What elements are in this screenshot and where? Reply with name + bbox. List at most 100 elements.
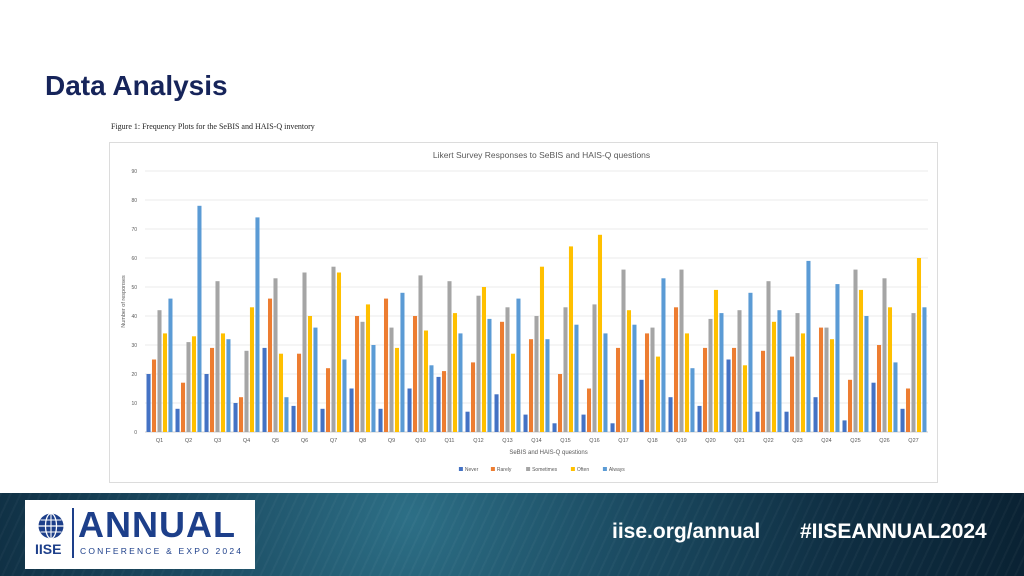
bar-often-q8 xyxy=(365,304,371,432)
x-tick-label: Q16 xyxy=(589,438,599,444)
logo-subtitle: CONFERENCE & EXPO 2024 xyxy=(80,546,244,556)
y-tick-label: 0 xyxy=(134,430,137,436)
x-tick-label: Q26 xyxy=(879,438,889,444)
bar-rarely-q14 xyxy=(528,339,534,432)
bar-sometimes-q12 xyxy=(476,295,481,432)
bar-always-q20 xyxy=(719,313,724,432)
bar-always-q12 xyxy=(487,318,492,432)
bar-always-q4 xyxy=(255,217,260,432)
bar-often-q17 xyxy=(626,310,632,432)
bar-sometimes-q3 xyxy=(215,281,220,432)
chart-frame: Likert Survey Responses to SeBIS and HAI… xyxy=(109,142,938,483)
bar-often-q26 xyxy=(887,307,893,432)
bar-often-q3 xyxy=(220,333,226,432)
x-tick-label: Q20 xyxy=(705,438,715,444)
bar-rarely-q4 xyxy=(238,397,244,432)
bar-never-q15 xyxy=(552,423,557,432)
footer-url-link[interactable]: iise.org/annual xyxy=(612,520,761,543)
bar-always-q22 xyxy=(777,310,782,432)
y-tick-label: 80 xyxy=(131,198,137,204)
bar-rarely-q8 xyxy=(354,316,360,432)
bar-often-q20 xyxy=(713,289,719,432)
bar-always-q3 xyxy=(226,339,231,432)
bar-sometimes-q10 xyxy=(418,275,423,432)
bar-always-q13 xyxy=(516,298,521,432)
bar-sometimes-q16 xyxy=(592,304,597,432)
x-tick-label: Q19 xyxy=(676,438,686,444)
bar-often-q24 xyxy=(829,339,835,432)
bar-never-q19 xyxy=(668,397,673,432)
bar-always-q9 xyxy=(400,292,405,432)
bar-never-q13 xyxy=(494,394,499,432)
bar-always-q14 xyxy=(545,339,550,432)
bar-never-q6 xyxy=(291,405,296,432)
legend-swatch-sometimes xyxy=(526,467,531,471)
bar-often-q10 xyxy=(423,330,429,432)
bar-always-q2 xyxy=(197,205,202,432)
x-tick-label: Q10 xyxy=(415,438,425,444)
bar-rarely-q7 xyxy=(325,368,331,432)
bar-sometimes-q9 xyxy=(389,327,394,432)
bar-sometimes-q25 xyxy=(853,269,858,432)
x-tick-label: Q6 xyxy=(301,438,308,444)
bar-never-q9 xyxy=(378,408,383,432)
globe-icon xyxy=(38,512,64,540)
x-tick-label: Q13 xyxy=(502,438,512,444)
bar-never-q26 xyxy=(871,382,876,432)
bar-never-q8 xyxy=(349,388,354,432)
bar-often-q21 xyxy=(742,365,748,432)
x-tick-label: Q1 xyxy=(156,438,163,444)
conference-logo xyxy=(25,500,255,569)
bar-often-q13 xyxy=(510,353,516,432)
bar-rarely-q3 xyxy=(209,347,215,432)
x-tick-label: Q8 xyxy=(359,438,366,444)
bar-rarely-q20 xyxy=(702,347,708,432)
bar-sometimes-q26 xyxy=(882,278,887,432)
bar-sometimes-q15 xyxy=(563,307,568,432)
bar-never-q5 xyxy=(262,347,267,432)
y-tick-label: 90 xyxy=(131,169,137,175)
bar-always-q1 xyxy=(168,298,173,432)
bar-sometimes-q6 xyxy=(302,272,307,432)
bar-often-q9 xyxy=(394,347,400,432)
bar-always-q18 xyxy=(661,278,666,432)
bar-always-q11 xyxy=(458,333,463,432)
bar-sometimes-q24 xyxy=(824,327,829,432)
bar-never-q22 xyxy=(755,411,760,432)
legend-swatch-never xyxy=(458,467,463,471)
bar-rarely-q5 xyxy=(267,298,273,432)
bar-rarely-q2 xyxy=(180,382,186,432)
bar-often-q18 xyxy=(655,356,661,432)
x-tick-label: Q9 xyxy=(388,438,395,444)
bar-never-q18 xyxy=(639,379,644,432)
legend-swatch-often xyxy=(570,467,575,471)
bar-never-q17 xyxy=(610,423,615,432)
bar-never-q25 xyxy=(842,420,847,432)
x-tick-label: Q21 xyxy=(734,438,744,444)
bar-rarely-q15 xyxy=(557,374,563,432)
x-tick-label: Q4 xyxy=(243,438,250,444)
y-tick-label: 50 xyxy=(131,285,137,291)
legend-swatch-rarely xyxy=(490,467,495,471)
legend-label-always: Always xyxy=(609,467,625,473)
bar-always-q7 xyxy=(342,359,347,432)
bar-sometimes-q13 xyxy=(505,307,510,432)
y-tick-label: 70 xyxy=(131,227,137,233)
bar-sometimes-q20 xyxy=(708,318,713,432)
bar-often-q22 xyxy=(771,321,777,432)
bar-never-q11 xyxy=(436,376,441,432)
bar-rarely-q19 xyxy=(673,307,679,432)
bar-often-q1 xyxy=(162,333,168,432)
x-tick-label: Q15 xyxy=(560,438,570,444)
bar-sometimes-q21 xyxy=(737,310,742,432)
bar-sometimes-q18 xyxy=(650,327,655,432)
bar-often-q23 xyxy=(800,333,806,432)
bar-sometimes-q5 xyxy=(273,278,278,432)
bar-rarely-q13 xyxy=(499,321,505,432)
y-tick-label: 10 xyxy=(131,401,137,407)
bar-always-q23 xyxy=(806,260,811,432)
bar-rarely-q11 xyxy=(441,371,447,432)
bar-always-q6 xyxy=(313,327,318,432)
bar-never-q27 xyxy=(900,408,905,432)
bar-always-q16 xyxy=(603,333,608,432)
